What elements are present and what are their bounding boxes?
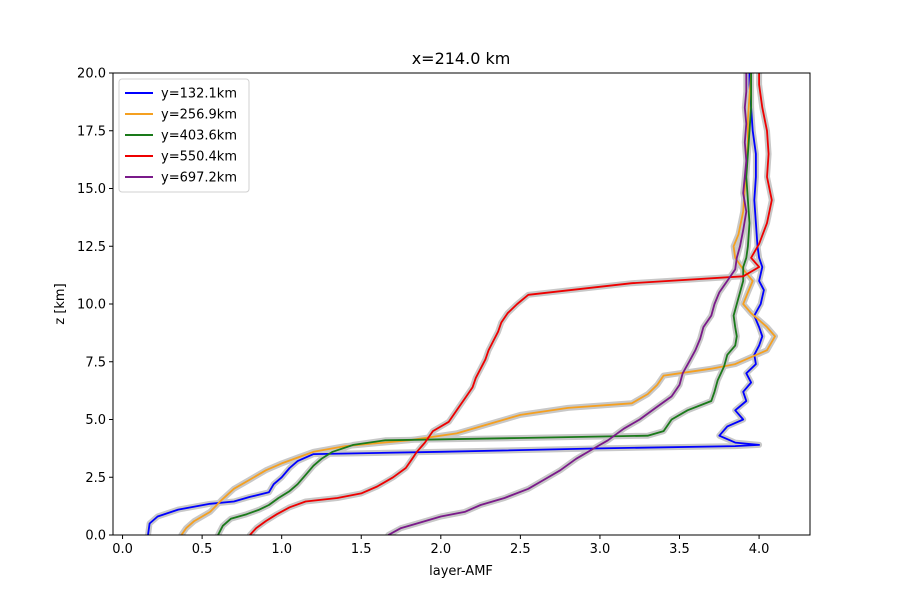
legend-label-2: y=256.9km xyxy=(161,108,237,123)
x-tick-label: 0.0 xyxy=(112,542,133,557)
x-tick-label: 2.5 xyxy=(510,542,531,557)
series-line-3 xyxy=(217,73,752,535)
series-line-1 xyxy=(147,73,765,535)
x-axis-label: layer-AMF xyxy=(429,564,493,579)
y-tick-label: 10.0 xyxy=(77,298,106,313)
y-tick-label: 15.0 xyxy=(77,182,106,197)
y-axis-label: z [km] xyxy=(53,283,68,324)
y-tick-label: 17.5 xyxy=(77,124,106,139)
uncertainty-band-4 xyxy=(246,73,775,535)
axes: 0.0 0.5 1.0 1.5 2.0 2.5 3.0 3.5 4.0 0.0 2.5 5.0 7.5 1… xyxy=(77,67,769,558)
legend: y=132.1km y=256.9km y=403.6km y=550.4km y=69… xyxy=(118,78,250,193)
y-tick-label: 12.5 xyxy=(77,240,106,255)
x-tick-label: 1.5 xyxy=(351,542,372,557)
uncertainty-band-3 xyxy=(215,73,755,535)
legend-label-4: y=550.4km xyxy=(161,150,237,165)
y-tick-label: 2.5 xyxy=(85,471,106,486)
x-tick-label: 1.0 xyxy=(271,542,292,557)
series-line-2 xyxy=(180,73,776,535)
series-line-5 xyxy=(387,73,748,535)
legend-label-1: y=132.1km xyxy=(161,87,237,102)
x-tick-label: 3.5 xyxy=(669,542,690,557)
x-tick-label: 3.0 xyxy=(590,542,611,557)
legend-label-5: y=697.2km xyxy=(161,171,237,186)
x-tick-label: 4.0 xyxy=(749,542,770,557)
uncertainty-band-2 xyxy=(178,73,778,535)
series-line-4 xyxy=(249,73,773,535)
legend-label-3: y=403.6km xyxy=(161,129,237,144)
chart-title: x=214.0 km xyxy=(412,49,511,68)
y-tick-label: 5.0 xyxy=(85,413,106,428)
y-tick-label: 0.0 xyxy=(85,529,106,544)
x-tick-label: 0.5 xyxy=(192,542,213,557)
legend-box xyxy=(118,78,250,193)
y-tick-label: 20.0 xyxy=(77,67,106,82)
plot-area xyxy=(145,73,778,535)
y-tick-label: 7.5 xyxy=(85,355,106,370)
x-tick-label: 2.0 xyxy=(430,542,451,557)
